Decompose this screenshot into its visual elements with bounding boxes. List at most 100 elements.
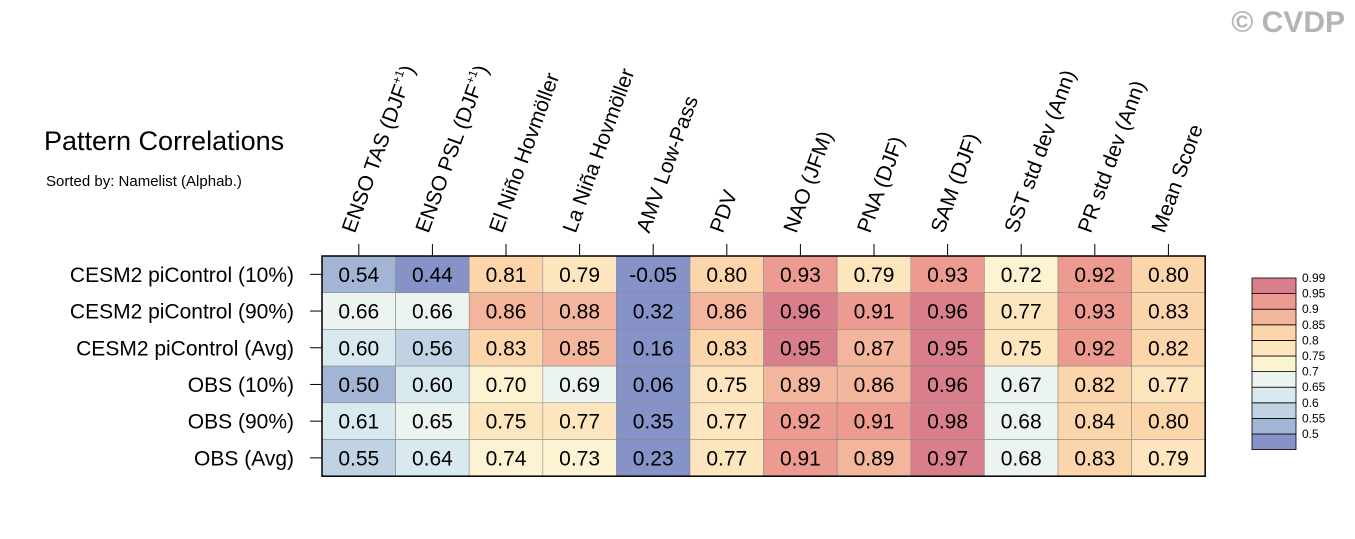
cell-value: 0.91 [780, 447, 821, 470]
heatmap-cell [910, 292, 985, 330]
heatmap-cell [321, 402, 396, 440]
cell-value: 0.55 [338, 447, 379, 470]
cell-value: 0.93 [927, 264, 968, 287]
heatmap-cell [1131, 255, 1206, 294]
cell-value: 0.75 [486, 411, 527, 434]
heatmap-cell [1057, 292, 1132, 330]
cell-value: 0.80 [1148, 264, 1189, 287]
cell-value: 0.91 [854, 411, 895, 434]
heatmap-cell [616, 402, 691, 440]
heatmap-cell [1131, 292, 1206, 330]
heatmap-cell [910, 365, 985, 404]
cell-value: 0.86 [706, 301, 747, 324]
heatmap-cell [984, 439, 1059, 477]
cell-value: 0.83 [486, 337, 527, 360]
cell-value: 0.93 [1074, 301, 1115, 324]
heatmap-cell [321, 292, 396, 330]
heatmap-cell [321, 439, 396, 477]
cell-value: -0.05 [629, 264, 677, 287]
cell-value: 0.77 [706, 411, 747, 434]
colorbar-label: 0.55 [1302, 411, 1326, 425]
cell-value: 0.74 [486, 447, 527, 470]
cell-value: 0.83 [1074, 447, 1115, 470]
colorbar-box [1251, 371, 1297, 388]
cell-value: 0.68 [1001, 411, 1042, 434]
cell-value: 0.83 [706, 337, 747, 360]
cell-value: 0.88 [559, 301, 600, 324]
heatmap-cell [689, 329, 764, 367]
heatmap-cell [689, 365, 764, 404]
colorbar-label: 0.9 [1302, 302, 1319, 316]
cell-value: 0.86 [854, 374, 895, 397]
colorbar-box [1251, 293, 1297, 310]
heatmap-cell [1131, 402, 1206, 440]
colorbar-label: 0.7 [1302, 365, 1319, 379]
axis-ticks [310, 244, 1169, 459]
heatmap-cell [836, 402, 912, 440]
heatmap-cell [984, 402, 1059, 440]
cell-value: 0.61 [338, 411, 379, 434]
heatmap-cell [763, 365, 838, 404]
cell-value: 0.06 [633, 374, 674, 397]
cell-value: 0.66 [338, 301, 379, 324]
column-label: Mean Score [1147, 121, 1207, 235]
column-label: ENSO PSL (DJF+1) [410, 62, 494, 236]
cell-value: 0.96 [927, 301, 968, 324]
heatmap-cell [910, 439, 985, 477]
heatmap-cells [321, 255, 1206, 477]
cell-value: 0.81 [486, 264, 527, 287]
heatmap-cell [763, 292, 838, 330]
colorbar-label: 0.65 [1302, 380, 1326, 394]
cell-value: 0.69 [559, 374, 600, 397]
cell-value: 0.89 [780, 374, 821, 397]
heatmap-cell [321, 365, 396, 404]
colorbar-label: 0.6 [1302, 396, 1319, 410]
cell-value: 0.92 [1074, 337, 1115, 360]
cell-value: 0.95 [927, 337, 968, 360]
cell-value: 0.80 [1148, 411, 1189, 434]
colorbar-box [1251, 386, 1297, 404]
cell-value: 0.73 [559, 447, 600, 470]
heatmap-cell [616, 439, 691, 477]
row-labels: CESM2 piControl (10%) CESM2 piControl (90… [70, 264, 294, 471]
colorbar-box [1251, 417, 1297, 435]
column-label: NAO (JFM) [779, 128, 837, 236]
chart-title: Pattern Correlations [44, 126, 285, 156]
cell-value: 0.54 [338, 264, 379, 287]
heatmap-cell [1131, 329, 1206, 367]
column-label: La Niña Hovmöller [559, 66, 640, 236]
heatmap-cell-values: 0.54 0.44 0.81 0.79 -0.05 0.80 0.93 0.79 0.93 0.7… [338, 264, 1188, 471]
cell-value: 0.87 [854, 337, 895, 360]
cell-value: 0.89 [854, 447, 895, 470]
cell-value: 0.75 [1001, 337, 1042, 360]
colorbar-box [1251, 402, 1297, 419]
heatmap-cell [763, 329, 838, 367]
heatmap-cell [984, 329, 1059, 367]
row-label: OBS (90%) [188, 411, 294, 434]
cell-value: 0.75 [706, 374, 747, 397]
heatmap-cell [468, 329, 544, 367]
cell-value: 0.32 [633, 301, 674, 324]
cell-value: 0.77 [1001, 301, 1042, 324]
cell-value: 0.82 [1148, 337, 1189, 360]
chart-subtitle: Sorted by: Namelist (Alphab.) [46, 173, 242, 190]
row-label: CESM2 piControl (Avg) [76, 337, 294, 360]
cell-value: 0.96 [927, 374, 968, 397]
column-labels: ENSO TAS (DJF+1)ENSO PSL (DJF+1)El Niño … [336, 62, 1208, 236]
colorbar: 0.5 0.550.6 0.650.7 0.75 0.80.85 0.90.95 0.99 [1251, 271, 1326, 451]
cell-value: 0.86 [486, 301, 527, 324]
column-label: ENSO TAS (DJF+1) [336, 62, 420, 236]
cell-value: 0.85 [559, 337, 600, 360]
cell-value: 0.72 [1001, 264, 1042, 287]
cell-value: 0.44 [412, 264, 453, 287]
heatmap-cell [468, 292, 544, 330]
cell-value: 0.68 [1001, 447, 1042, 470]
heatmap-cell [395, 439, 470, 477]
colorbar-box [1251, 355, 1297, 373]
heatmap-cell [836, 255, 912, 294]
cell-value: 0.83 [1148, 301, 1189, 324]
heatmap-cell [1057, 439, 1132, 477]
heatmap-cell [542, 402, 617, 440]
column-label: PNA (DJF) [853, 134, 909, 236]
